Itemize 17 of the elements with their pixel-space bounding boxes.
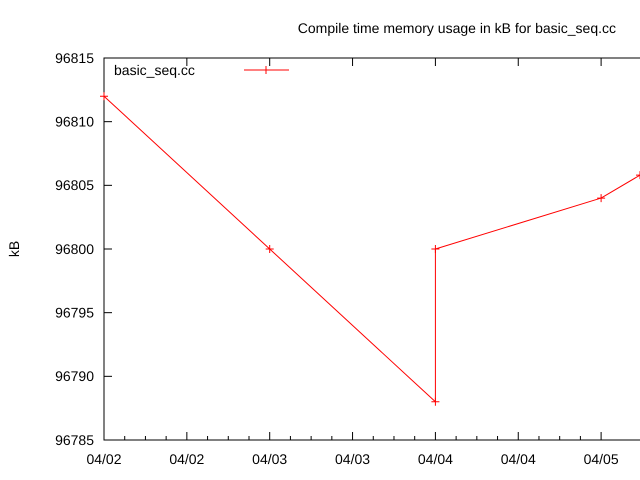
y-tick-label: 96815 [55, 50, 94, 66]
x-tick-label: 04/04 [500, 451, 536, 467]
x-tick-label: 04/02 [86, 451, 122, 467]
x-tick-label: 04/04 [418, 451, 454, 467]
y-tick-label: 96795 [55, 304, 94, 321]
chart-title: Compile time memory usage in kB for basic_seq.cc [298, 20, 616, 36]
x-tick-label: 04/05 [584, 451, 619, 467]
y-tick-label: 96790 [55, 368, 94, 384]
y-tick-label: 96800 [55, 240, 94, 257]
y-axis-title: kB [6, 240, 22, 258]
x-tick-label: 04/02 [169, 451, 205, 467]
y-tick-label: 96785 [55, 432, 94, 448]
y-tick-label: 96810 [55, 114, 94, 130]
y-tick-label: 96805 [55, 177, 94, 194]
x-tick-label: 04/03 [335, 451, 370, 467]
series-label: basic_seq.cc [114, 62, 195, 78]
x-tick-label: 04/03 [252, 451, 288, 467]
